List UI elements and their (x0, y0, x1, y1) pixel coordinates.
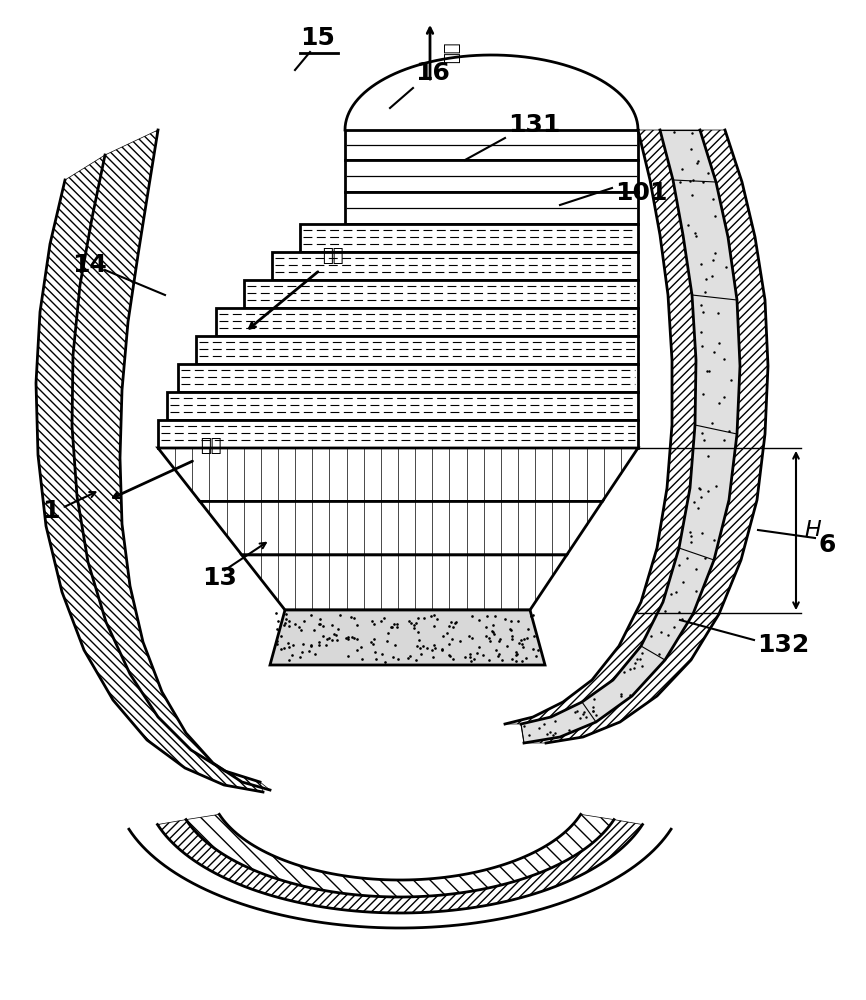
Polygon shape (521, 130, 740, 743)
Polygon shape (158, 420, 638, 448)
Polygon shape (270, 610, 545, 665)
Polygon shape (178, 364, 638, 392)
Polygon shape (158, 820, 643, 913)
Text: 131: 131 (508, 113, 560, 137)
Text: 炉身: 炉身 (443, 41, 461, 63)
Text: H: H (804, 520, 821, 540)
Polygon shape (36, 155, 263, 792)
Text: 16: 16 (415, 61, 449, 85)
Polygon shape (244, 280, 638, 308)
Polygon shape (300, 224, 638, 252)
Text: 14: 14 (72, 253, 107, 277)
Text: 132: 132 (757, 633, 809, 657)
Polygon shape (167, 392, 638, 420)
Polygon shape (216, 308, 638, 336)
Text: 炉底: 炉底 (200, 437, 222, 455)
Polygon shape (345, 192, 638, 224)
Text: 6: 6 (818, 533, 836, 557)
Polygon shape (345, 160, 638, 192)
Polygon shape (505, 130, 696, 724)
Polygon shape (196, 336, 638, 364)
Polygon shape (186, 814, 614, 897)
Text: 13: 13 (202, 566, 237, 590)
Text: 1: 1 (42, 499, 60, 523)
Polygon shape (524, 130, 768, 743)
Polygon shape (345, 130, 638, 160)
Text: 熔池: 熔池 (322, 247, 344, 265)
Polygon shape (72, 130, 270, 790)
Polygon shape (242, 555, 566, 610)
Text: 15: 15 (300, 26, 335, 50)
Text: 101: 101 (615, 181, 668, 205)
Polygon shape (272, 252, 638, 280)
Polygon shape (200, 501, 603, 555)
Polygon shape (158, 448, 638, 501)
